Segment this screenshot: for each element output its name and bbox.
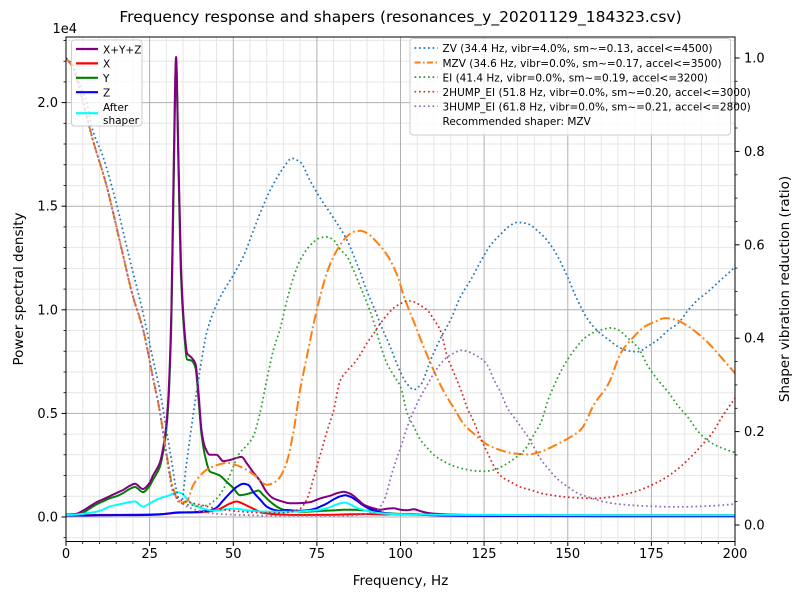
y-left-tick-label: 2.0 [37,96,58,111]
y-axis-left-label: Power spectral density [11,212,27,365]
legend-shapers: ZV (34.4 Hz, vibr=4.0%, sm~=0.13, accel<… [409,38,751,136]
legend-label-zv: ZV (34.4 Hz, vibr=4.0%, sm~=0.13, accel<… [443,43,713,55]
x-tick-label: 100 [388,547,413,562]
curve-psd-after-shaper [66,491,735,517]
legend-shapers-box [409,38,731,136]
x-tick-label: 50 [225,547,242,562]
y-axis-offset-text: 1e4 [52,22,77,37]
x-tick-label: 75 [309,547,326,562]
x-axis-label: Frequency, Hz [353,573,449,589]
y-right-tick-label: 0.8 [744,145,765,160]
legend-label-z: Z [103,88,110,100]
legend-recommended-shaper: Recommended shaper: MZV [443,116,592,128]
axis-tick-labels: 0 25 50 75 100 125 150 175 200 0.0 0.5 1.0 1.5 2.0 0.0… [37,52,764,563]
legend-psd-box [71,39,143,127]
x-tick-label: 200 [723,547,748,562]
x-tick-label: 125 [472,547,497,562]
y-left-tick-label: 1.5 [37,200,58,215]
axis-ticks [61,40,740,546]
chart-title: Frequency response and shapers (resonanc… [119,8,681,27]
legend-label-y: Y [102,73,110,85]
plot-curves [66,56,735,518]
y-axis-right-label: Shaper vibration reduction (ratio) [777,176,793,402]
legend-label-mzv: MZV (34.6 Hz, vibr=0.0%, sm~=0.17, accel… [443,58,722,70]
legend-label-3hump_ei: 3HUMP_EI (61.8 Hz, vibr=0.0%, sm~=0.21, … [443,101,751,113]
curve-shaper-2hump_ei [66,57,735,514]
legend-label-x: X [103,59,110,71]
y-right-tick-label: 0.0 [744,519,765,534]
x-tick-label: 175 [639,547,664,562]
y-left-tick-label: 0.0 [37,511,58,526]
legend-label-ei: EI (41.4 Hz, vibr=0.0%, sm~=0.19, accel<… [443,72,708,84]
x-tick-label: 150 [555,547,580,562]
legend-label-2hump_ei: 2HUMP_EI (51.8 Hz, vibr=0.0%, sm~=0.20, … [443,87,751,99]
legend-label-after-shaper: After [103,102,129,114]
y-right-tick-label: 1.0 [744,52,765,67]
y-right-tick-label: 0.2 [744,425,765,440]
y-left-tick-label: 1.0 [37,303,58,318]
curve-shaper-zv [66,57,735,505]
curve-shaper-ei [66,57,735,508]
y-right-tick-label: 0.4 [744,332,765,347]
y-left-tick-label: 0.5 [37,407,58,422]
x-tick-label: 0 [62,547,70,562]
legend-label-after-shaper: shaper [103,115,140,127]
y-right-tick-label: 0.6 [744,238,765,253]
x-tick-label: 25 [141,547,158,562]
legend-label-x+y+z: X+Y+Z [103,44,141,56]
